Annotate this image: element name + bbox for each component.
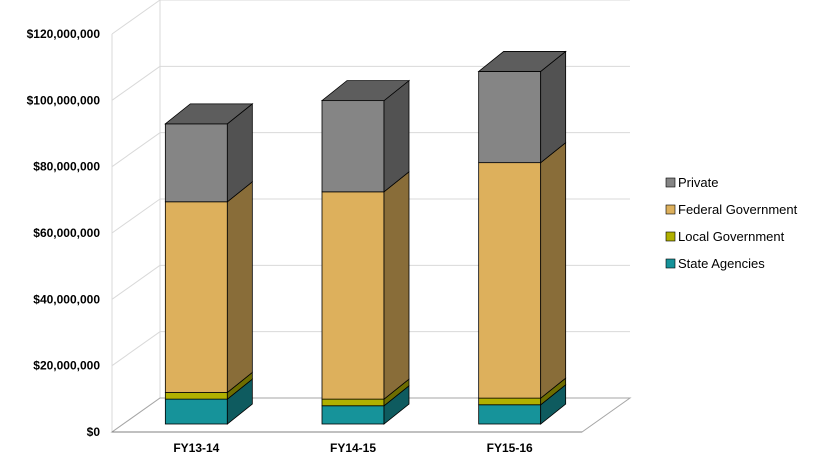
bar-segment xyxy=(321,100,385,193)
bar-segment xyxy=(321,191,385,400)
bar-segment-side xyxy=(383,171,410,400)
bar-segment xyxy=(478,71,542,164)
legend-swatch xyxy=(665,231,676,242)
y-tick-label: $60,000,000 xyxy=(33,226,100,240)
gridline-side xyxy=(111,132,161,168)
bar-segment xyxy=(321,405,385,425)
bar-segment xyxy=(321,398,385,407)
legend-label: State Agencies xyxy=(678,256,765,271)
legend-swatch xyxy=(665,258,676,269)
legend-label: Private xyxy=(678,175,718,190)
x-tick-label: FY14-15 xyxy=(330,441,376,455)
y-tick-label: $0 xyxy=(87,425,101,439)
legend-label: Federal Government xyxy=(678,202,798,217)
bar-segment-side xyxy=(540,141,567,399)
bar-top xyxy=(477,51,567,72)
gridline-side xyxy=(111,331,161,367)
bar-segment xyxy=(164,398,228,425)
y-tick-label: $120,000,000 xyxy=(27,27,101,41)
x-tick-label: FY13-14 xyxy=(173,441,219,455)
bar-segment xyxy=(478,404,542,425)
gridline-side xyxy=(111,65,161,101)
y-tick-label: $40,000,000 xyxy=(33,292,100,306)
y-tick-label: $80,000,000 xyxy=(33,160,100,174)
bar-segment xyxy=(164,123,228,203)
legend-swatch xyxy=(665,177,676,188)
bar-segment xyxy=(478,397,542,406)
y-tick-label: $20,000,000 xyxy=(33,359,100,373)
bar-segment-side xyxy=(226,180,253,394)
bar-top xyxy=(320,80,411,102)
bar-segment xyxy=(478,162,542,399)
legend-swatch xyxy=(665,204,676,215)
x-tick-label: FY15-16 xyxy=(487,441,533,455)
bar-segment xyxy=(164,392,228,400)
bar-top xyxy=(164,103,254,125)
gridline-side xyxy=(111,0,161,35)
y-tick-label: $100,000,000 xyxy=(27,93,101,107)
gridline-side xyxy=(111,198,161,234)
bar-segment xyxy=(164,201,228,393)
gridline-side xyxy=(111,264,161,300)
legend-label: Local Government xyxy=(678,229,785,244)
